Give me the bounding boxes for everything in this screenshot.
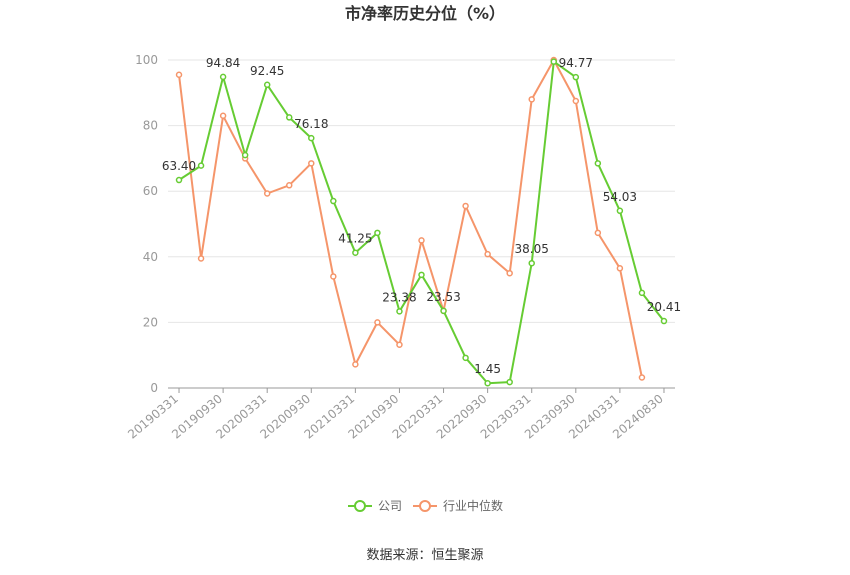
data-point bbox=[550, 58, 558, 65]
y-tick-label: 0 bbox=[150, 381, 158, 395]
data-point bbox=[418, 271, 425, 279]
data-label: 20.41 bbox=[647, 300, 681, 314]
x-axis: 2019033120190930202003312020093020210331… bbox=[125, 387, 675, 442]
data-point bbox=[616, 265, 624, 272]
data-point bbox=[462, 202, 469, 210]
data-point bbox=[285, 182, 293, 189]
data-point bbox=[241, 151, 249, 159]
y-tick-label: 80 bbox=[143, 119, 158, 133]
y-tick-label: 40 bbox=[143, 250, 158, 264]
data-point bbox=[484, 250, 491, 258]
data-point bbox=[352, 361, 359, 368]
data-point bbox=[506, 269, 513, 277]
data-point bbox=[175, 71, 183, 79]
data-point bbox=[528, 259, 535, 267]
data-point bbox=[330, 197, 337, 205]
data-point bbox=[484, 379, 491, 387]
y-axis: 0 20 40 60 80 100 bbox=[135, 53, 158, 395]
legend[interactable]: 公司 行业中位数 bbox=[348, 498, 503, 513]
legend-item-company[interactable]: 公司 bbox=[348, 499, 402, 513]
legend-label: 公司 bbox=[378, 499, 402, 513]
data-point bbox=[660, 317, 668, 325]
data-source: 数据来源：恒生聚源 bbox=[366, 548, 483, 563]
data-point bbox=[374, 229, 381, 237]
data-label: 23.53 bbox=[426, 290, 460, 304]
data-point bbox=[219, 112, 227, 120]
data-point bbox=[616, 207, 624, 215]
data-point bbox=[440, 307, 447, 315]
series-group bbox=[175, 56, 668, 387]
data-label: 38.05 bbox=[515, 242, 549, 256]
data-point bbox=[263, 81, 271, 89]
data-point bbox=[572, 73, 580, 81]
series-line bbox=[178, 59, 643, 378]
data-point bbox=[308, 134, 315, 142]
series-line bbox=[178, 60, 665, 385]
data-point bbox=[506, 378, 513, 386]
data-point bbox=[263, 190, 271, 197]
data-point bbox=[197, 255, 205, 262]
data-label: 94.77 bbox=[559, 56, 593, 70]
data-label: 54.03 bbox=[603, 190, 637, 204]
chart-title: 市净率历史分位（%） bbox=[345, 4, 505, 23]
data-point bbox=[396, 308, 403, 315]
data-labels: 63.40 94.84 92.45 76.18 41.25 23.38 23.53 1.45 3… bbox=[162, 56, 681, 376]
legend-item-industry-median[interactable]: 行业中位数 bbox=[413, 498, 503, 513]
data-point bbox=[594, 160, 602, 167]
data-point bbox=[352, 249, 359, 256]
legend-label: 行业中位数 bbox=[443, 498, 503, 513]
series-industry-median bbox=[175, 56, 646, 381]
data-point bbox=[396, 341, 403, 348]
grid-lines bbox=[168, 59, 675, 323]
data-point bbox=[594, 229, 602, 237]
data-point bbox=[528, 96, 535, 103]
series-company bbox=[175, 58, 668, 387]
data-label: 92.45 bbox=[250, 64, 284, 78]
data-label: 23.38 bbox=[382, 290, 416, 304]
y-tick-label: 100 bbox=[135, 53, 158, 67]
data-label: 63.40 bbox=[162, 159, 196, 173]
data-point bbox=[330, 273, 337, 280]
data-label: 94.84 bbox=[206, 56, 240, 70]
data-point bbox=[175, 176, 183, 184]
data-point bbox=[462, 354, 469, 362]
data-label: 41.25 bbox=[338, 232, 372, 246]
data-point bbox=[197, 162, 205, 169]
data-point bbox=[219, 73, 227, 81]
data-point bbox=[638, 374, 646, 381]
data-point bbox=[374, 319, 381, 326]
y-tick-label: 60 bbox=[143, 184, 158, 198]
data-label: 76.18 bbox=[294, 117, 328, 131]
legend-marker bbox=[419, 500, 431, 512]
data-point bbox=[418, 237, 425, 244]
legend-marker bbox=[354, 500, 366, 512]
data-label: 1.45 bbox=[474, 362, 501, 376]
data-point bbox=[638, 289, 646, 297]
data-point bbox=[308, 160, 315, 167]
data-point bbox=[572, 97, 580, 105]
data-point bbox=[285, 114, 293, 121]
y-tick-label: 20 bbox=[143, 315, 158, 329]
